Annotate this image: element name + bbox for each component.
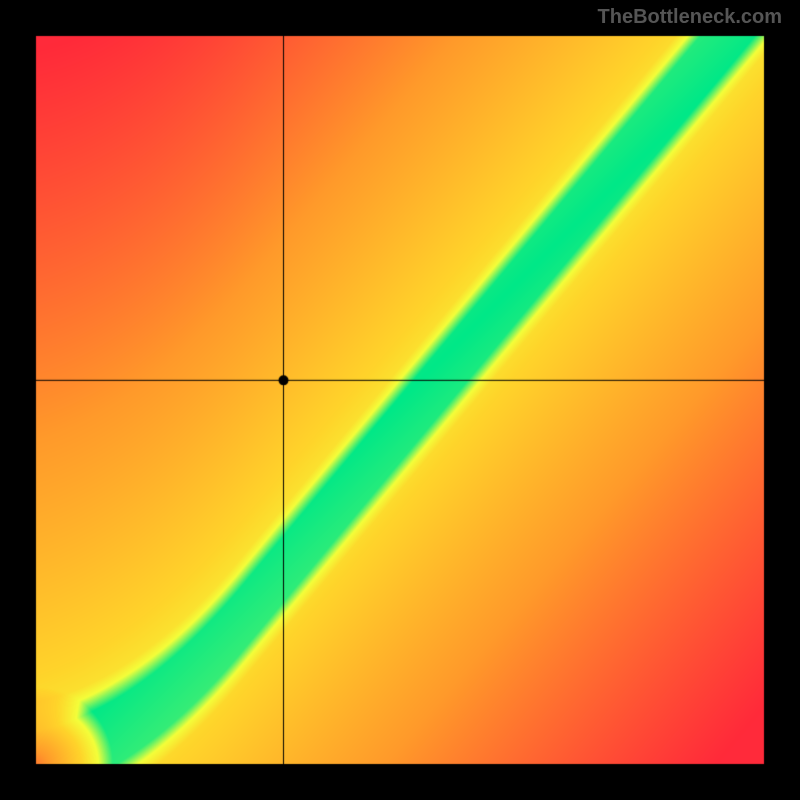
watermark-label: TheBottleneck.com: [598, 6, 782, 29]
bottleneck-heatmap: [0, 0, 800, 800]
chart-container: TheBottleneck.com: [0, 0, 800, 800]
